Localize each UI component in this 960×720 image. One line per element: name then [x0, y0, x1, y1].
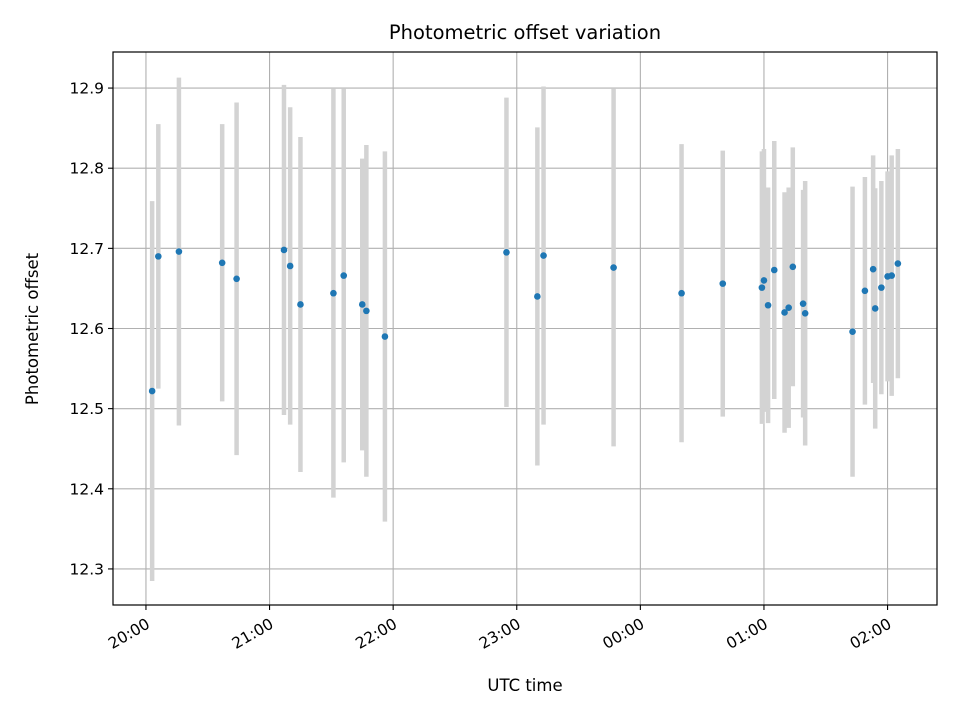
- data-point: [540, 252, 547, 259]
- data-point: [770, 266, 778, 274]
- y-tick-label: 12.5: [69, 400, 104, 418]
- data-point: [719, 280, 727, 287]
- data-point: [148, 387, 156, 395]
- y-tick-label: 12.4: [69, 480, 104, 498]
- data-point: [363, 307, 370, 315]
- data-point: [534, 293, 541, 300]
- y-tick-label: 12.8: [69, 160, 104, 178]
- data-point: [789, 263, 797, 271]
- data-point: [330, 289, 337, 297]
- data-point: [849, 328, 856, 336]
- data-point: [781, 309, 788, 316]
- data-point: [503, 249, 510, 256]
- data-point: [758, 284, 766, 291]
- data-point: [297, 301, 304, 308]
- data-point: [894, 260, 902, 267]
- data-point: [888, 272, 895, 279]
- data-point: [785, 304, 792, 311]
- data-point: [869, 265, 877, 273]
- data-point: [286, 262, 294, 270]
- data-point: [175, 248, 183, 255]
- point-layer: [148, 246, 902, 395]
- data-point: [381, 333, 389, 340]
- y-tick-label: 12.9: [69, 80, 104, 98]
- data-point: [764, 301, 772, 309]
- y-axis-label: Photometric offset: [23, 252, 42, 405]
- data-point: [801, 309, 809, 317]
- data-point: [155, 253, 162, 260]
- y-tick-layer: 12.3 12.4 12.5 12.6 12.7 12.8 12.9: [69, 80, 113, 578]
- data-point: [358, 301, 366, 308]
- y-tick-label: 12.3: [69, 560, 104, 578]
- data-point: [678, 289, 685, 297]
- y-tick-label: 12.6: [69, 320, 104, 338]
- data-point: [218, 259, 226, 267]
- data-point: [861, 287, 869, 295]
- x-axis-label: UTC time: [487, 676, 562, 695]
- data-point: [610, 264, 617, 271]
- y-tick-label: 12.7: [69, 240, 104, 258]
- chart-title: Photometric offset variation: [389, 21, 661, 44]
- data-point: [799, 300, 807, 307]
- data-point: [280, 246, 288, 254]
- data-point: [233, 275, 240, 283]
- data-point: [340, 272, 348, 279]
- data-point: [760, 277, 768, 284]
- data-point: [871, 305, 879, 312]
- data-point: [878, 284, 885, 291]
